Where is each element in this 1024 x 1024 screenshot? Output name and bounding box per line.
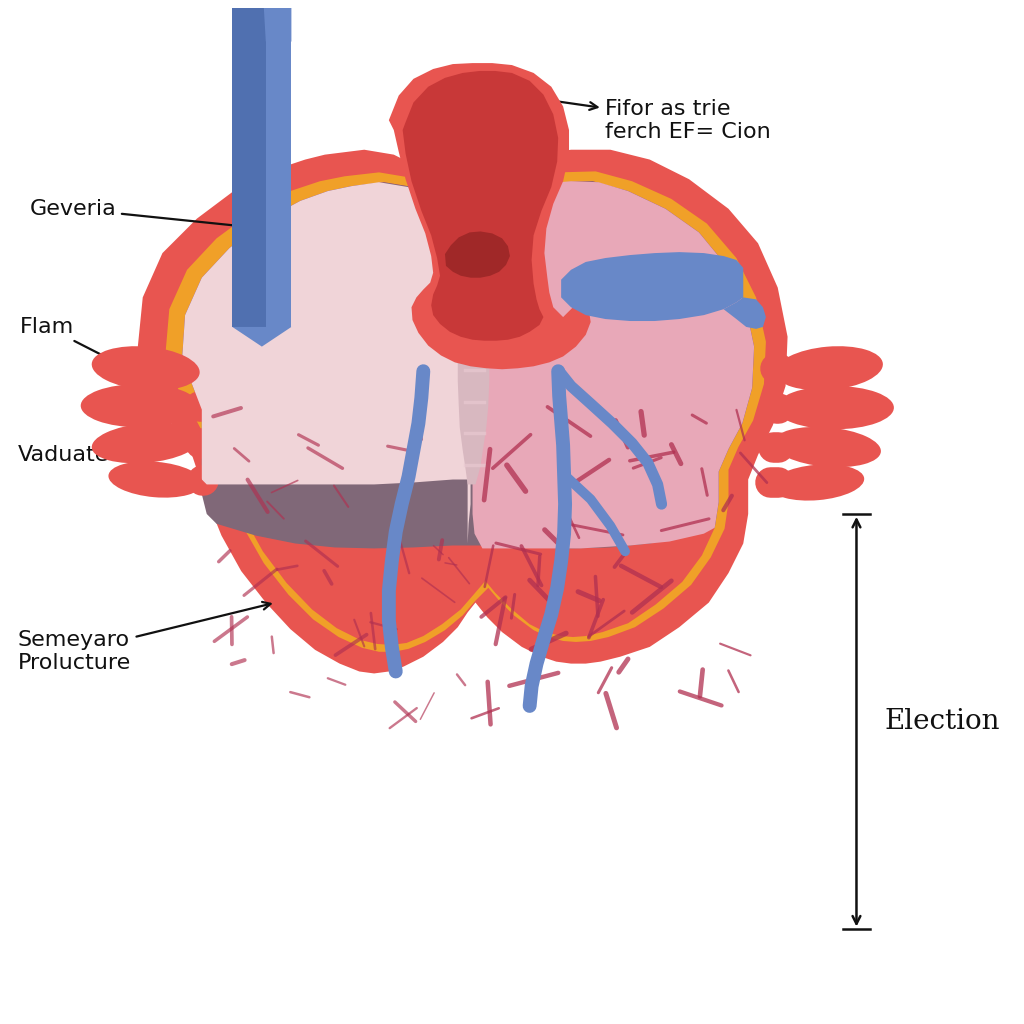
Text: Vaduated: Vaduated [17, 444, 261, 496]
Polygon shape [266, 8, 292, 327]
Polygon shape [166, 171, 766, 652]
Ellipse shape [92, 423, 200, 463]
Polygon shape [264, 8, 292, 48]
Polygon shape [232, 327, 292, 346]
Polygon shape [561, 252, 743, 321]
Polygon shape [182, 181, 754, 549]
Text: Fifor as trie
ferch EF= Cion: Fifor as trie ferch EF= Cion [485, 91, 771, 141]
Polygon shape [232, 8, 292, 327]
Polygon shape [182, 182, 478, 544]
Polygon shape [458, 219, 489, 484]
Text: Election: Election [884, 709, 999, 735]
Polygon shape [472, 181, 754, 549]
Ellipse shape [92, 346, 200, 390]
Text: Geveria: Geveria [30, 199, 259, 231]
Text: Semeyaro
Prolucture: Semeyaro Prolucture [17, 602, 270, 674]
Polygon shape [402, 71, 558, 341]
Ellipse shape [775, 346, 883, 390]
Polygon shape [232, 8, 258, 46]
Ellipse shape [81, 384, 199, 427]
Ellipse shape [109, 462, 203, 498]
Polygon shape [389, 63, 591, 370]
Polygon shape [724, 297, 766, 329]
Polygon shape [182, 181, 754, 645]
Ellipse shape [770, 464, 864, 501]
Ellipse shape [776, 386, 894, 429]
Polygon shape [138, 150, 787, 674]
Polygon shape [445, 231, 510, 278]
Ellipse shape [773, 427, 881, 467]
Text: Flam: Flam [19, 316, 168, 388]
